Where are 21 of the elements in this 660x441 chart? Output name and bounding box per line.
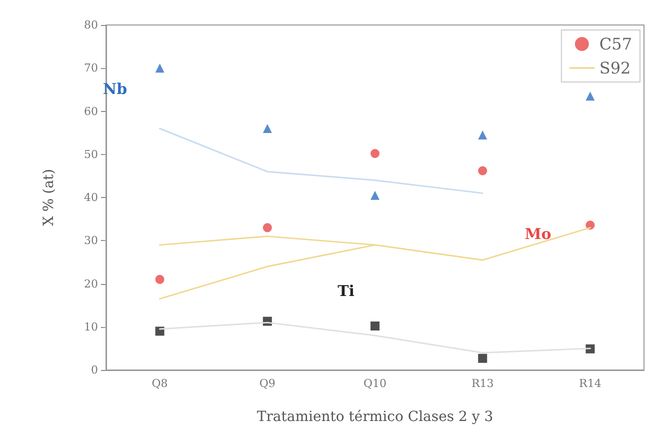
y-tick-label: 30 xyxy=(84,234,98,248)
y-tick-label: 0 xyxy=(91,364,98,376)
annotation: Nb xyxy=(102,80,128,98)
legend-label: C57 xyxy=(599,34,632,54)
y-tick-label: 10 xyxy=(84,320,98,334)
x-tick-label: Q9 xyxy=(259,377,276,390)
x-tick-label: Q8 xyxy=(152,377,168,390)
y-tick-label: 70 xyxy=(84,62,98,75)
y-tick-label: 20 xyxy=(84,277,98,290)
y-axis-title: X % (at) xyxy=(41,168,57,226)
x-axis-title: Tratamiento térmico Clases 2 y 3 xyxy=(256,409,494,425)
x-tick-label: R14 xyxy=(579,377,602,390)
x-tick-label: Q10 xyxy=(363,377,387,390)
y-tick-label: 80 xyxy=(84,18,98,32)
annotation: Mo xyxy=(524,225,552,243)
x-tick-label: R13 xyxy=(471,377,494,390)
y-tick-label: 60 xyxy=(84,104,98,118)
y-tick-label: 40 xyxy=(84,191,98,204)
y-tick-label: 50 xyxy=(84,148,98,161)
annotation: Ti xyxy=(338,282,355,300)
legend-label: S92 xyxy=(599,58,631,78)
